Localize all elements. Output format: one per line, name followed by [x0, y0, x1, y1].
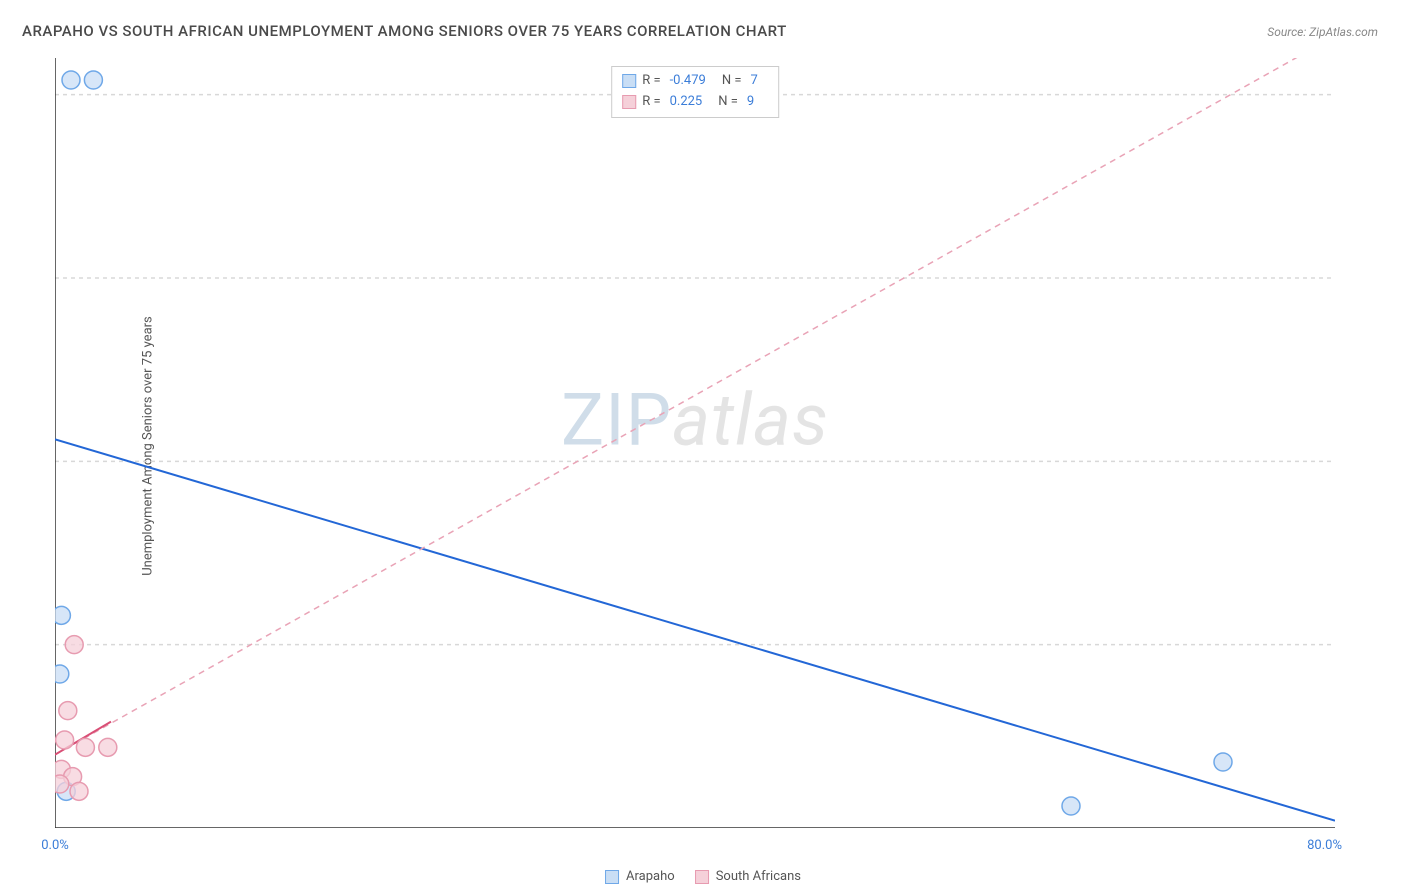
scatter-plot: 25.0%50.0%75.0%100.0% — [55, 58, 1335, 828]
swatch-arapaho — [622, 74, 636, 88]
swatch-south-africans — [622, 95, 636, 109]
legend-item-south-africans: South Africans — [695, 869, 801, 884]
r-label: R = — [642, 92, 660, 113]
chart-title: ARAPAHO VS SOUTH AFRICAN UNEMPLOYMENT AM… — [22, 22, 787, 40]
legend-label-arapaho: Arapaho — [626, 869, 675, 884]
x-tick-label: 80.0% — [1307, 838, 1342, 853]
swatch-arapaho-icon — [605, 870, 619, 884]
n-value-arapaho: 7 — [750, 71, 757, 92]
source-label: Source: ZipAtlas.com — [1267, 25, 1378, 39]
swatch-south-africans-icon — [695, 870, 709, 884]
x-tick-label: 0.0% — [41, 838, 69, 853]
correlation-legend: R = -0.479 N = 7 R = 0.225 N = 9 — [611, 66, 779, 118]
r-value-south-africans: 0.225 — [670, 92, 703, 113]
legend-label-south-africans: South Africans — [716, 869, 801, 884]
r-label: R = — [642, 71, 660, 92]
n-label: N = — [718, 92, 738, 113]
n-label: N = — [722, 71, 742, 92]
chart-area: ZIPatlas 25.0%50.0%75.0%100.0% R = -0.47… — [55, 58, 1335, 828]
legend-row-arapaho: R = -0.479 N = 7 — [622, 71, 768, 92]
legend-row-south-africans: R = 0.225 N = 9 — [622, 92, 768, 113]
r-value-arapaho: -0.479 — [670, 71, 706, 92]
series-legend: Arapaho South Africans — [605, 869, 801, 884]
legend-item-arapaho: Arapaho — [605, 869, 675, 884]
n-value-south-africans: 9 — [747, 92, 754, 113]
